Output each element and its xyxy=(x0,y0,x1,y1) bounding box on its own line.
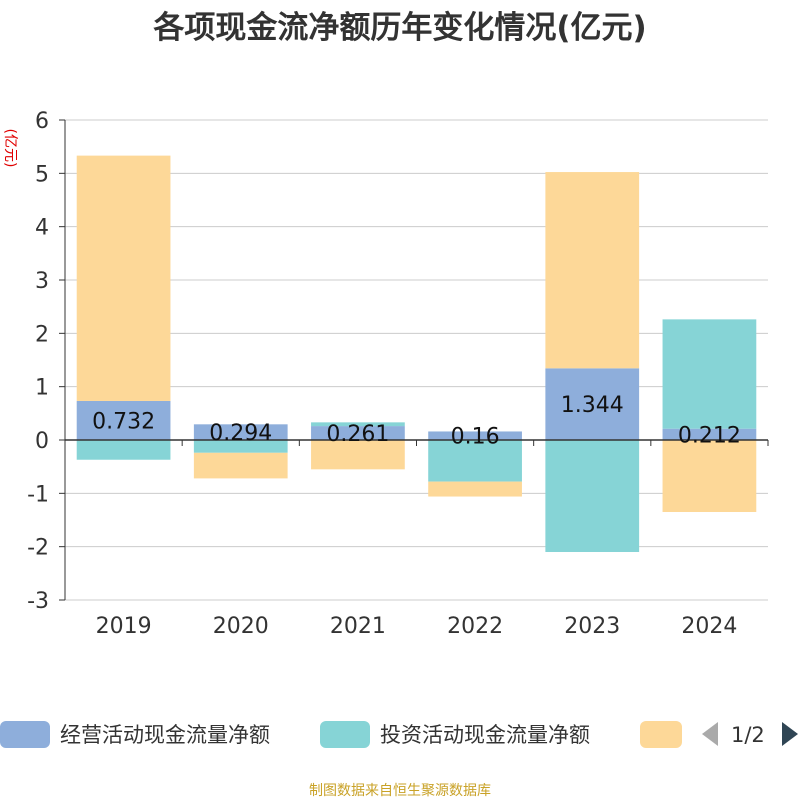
y-tick-label: 0 xyxy=(35,429,49,454)
bar-series2-2022[interactable] xyxy=(428,440,522,482)
bar-series3-2024[interactable] xyxy=(662,440,757,512)
y-tick-label: -3 xyxy=(27,589,49,614)
bar-series2-2019[interactable] xyxy=(76,440,171,460)
bars xyxy=(76,155,757,552)
bar-series1-2021[interactable] xyxy=(311,426,405,440)
legend-swatch-operating[interactable] xyxy=(0,721,50,748)
data-source: 制图数据来自恒生聚源数据库 xyxy=(309,783,491,799)
bar-series2-2023[interactable] xyxy=(545,440,640,552)
data-labels: 0.732 0.294 0.261 0.16 1.344 0.212 xyxy=(92,393,741,450)
legend-label-operating[interactable]: 经营活动现金流量净额 xyxy=(60,723,270,747)
y-tick-label: 6 xyxy=(35,109,49,134)
legend-page-indicator: 1/2 xyxy=(731,723,765,747)
legend-swatch-investing[interactable] xyxy=(320,721,370,748)
data-label-2022: 0.16 xyxy=(451,425,500,450)
bar-series1-2022[interactable] xyxy=(428,431,522,440)
chart-title: 各项现金流净额历年变化情况(亿元) xyxy=(152,10,646,46)
data-label-2024: 0.212 xyxy=(678,423,741,448)
y-axis-unit: (亿元) xyxy=(2,129,18,168)
bar-series1-2023[interactable] xyxy=(545,368,640,440)
bar-series3-2022[interactable] xyxy=(428,481,522,497)
data-label-2020: 0.294 xyxy=(209,421,272,446)
axes: -3 -2 -1 0 1 2 3 4 5 6 2019 2020 2021 2022 2023 2024 xyxy=(27,109,769,639)
legend-next-page-icon[interactable] xyxy=(782,722,798,746)
bar-series2-2021[interactable] xyxy=(311,422,405,427)
y-tick-label: 3 xyxy=(35,269,49,294)
x-tick-label-2019: 2019 xyxy=(96,614,152,639)
data-label-2023: 1.344 xyxy=(561,393,624,418)
y-tick-label: 5 xyxy=(35,162,49,187)
y-tick-label: 4 xyxy=(35,216,49,241)
x-tick-label-2020: 2020 xyxy=(213,614,269,639)
bar-series3-2023[interactable] xyxy=(545,172,640,369)
bar-series1-2019[interactable] xyxy=(76,400,171,440)
y-tick-label: -2 xyxy=(27,536,49,561)
bar-series2-2024[interactable] xyxy=(662,319,757,429)
y-tick-label: 1 xyxy=(35,376,49,401)
bar-series2-2020[interactable] xyxy=(193,440,288,453)
x-tick-label-2022: 2022 xyxy=(447,614,503,639)
y-tick-label: -1 xyxy=(27,482,49,507)
bar-series1-2020[interactable] xyxy=(193,424,288,440)
legend-prev-page-icon[interactable] xyxy=(702,722,718,746)
data-label-2019: 0.732 xyxy=(92,409,155,434)
legend-swatch-third[interactable] xyxy=(640,721,682,748)
legend-label-investing[interactable]: 投资活动现金流量净额 xyxy=(380,723,590,747)
x-tick-label-2021: 2021 xyxy=(330,614,386,639)
bar-series3-2020[interactable] xyxy=(193,452,288,479)
bar-series1-2024[interactable] xyxy=(662,428,757,440)
x-tick-label-2023: 2023 xyxy=(564,614,620,639)
bar-series3-2019[interactable] xyxy=(76,155,171,401)
legend: 经营活动现金流量净额 投资活动现金流量净额 1/2 xyxy=(0,721,798,748)
y-tick-label: 2 xyxy=(35,322,49,347)
bar-series3-2021[interactable] xyxy=(311,440,405,470)
x-tick-label-2024: 2024 xyxy=(681,614,737,639)
data-label-2021: 0.261 xyxy=(326,422,389,447)
